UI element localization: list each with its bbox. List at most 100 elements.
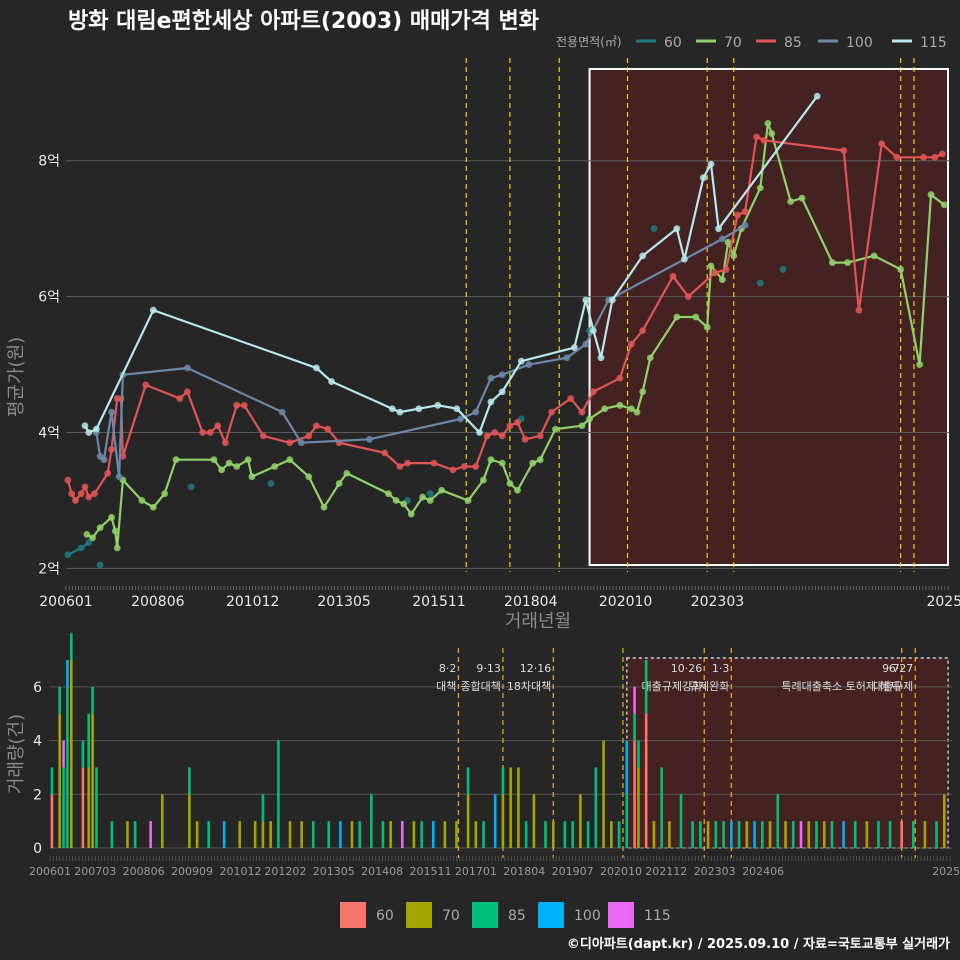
bar-85: [594, 767, 598, 848]
data-point: [396, 408, 404, 416]
bar-85: [722, 821, 725, 848]
data-point: [616, 374, 624, 382]
x-tick-label: 2025: [926, 594, 960, 610]
data-point: [396, 463, 404, 470]
series-line-100: [95, 224, 746, 477]
data-point: [844, 259, 851, 267]
data-point: [514, 486, 521, 494]
bar-70: [532, 794, 536, 848]
legend-label-70: 70: [724, 35, 742, 51]
y-axis-label: 거래량(건): [6, 714, 27, 794]
x-tick-label: 200601: [39, 594, 92, 610]
bar-70: [253, 821, 257, 848]
data-point: [916, 361, 924, 368]
bar-70: [865, 821, 869, 848]
data-point: [756, 184, 764, 192]
bar-85: [853, 821, 857, 848]
data-point: [639, 252, 647, 260]
data-point: [893, 153, 901, 161]
data-point: [633, 408, 641, 416]
data-point: [589, 388, 597, 396]
data-point: [259, 432, 267, 440]
data-point: [100, 456, 108, 464]
data-point: [225, 459, 233, 467]
bar-85: [617, 821, 621, 848]
x-tick-label: 201305: [313, 865, 355, 878]
data-point: [96, 524, 104, 532]
bar-70: [509, 767, 512, 848]
bar-70: [443, 821, 447, 848]
bar-100: [66, 660, 69, 687]
x-tick-label: 202406: [742, 865, 784, 878]
bar-70: [188, 794, 191, 848]
data-point: [267, 480, 275, 487]
data-point: [388, 405, 396, 413]
bar-70: [923, 821, 927, 848]
bar-70: [261, 821, 265, 848]
y-tick-label: 4: [33, 734, 42, 750]
data-point: [506, 480, 514, 487]
data-point: [586, 415, 593, 423]
bar-70: [389, 821, 392, 848]
highlight-box: [588, 67, 949, 567]
data-point: [149, 503, 157, 511]
bar-70: [87, 767, 91, 848]
data-point: [517, 357, 525, 365]
bar-85: [110, 821, 114, 848]
data-point: [161, 490, 169, 498]
bar-115: [633, 686, 636, 714]
data-point: [707, 160, 715, 168]
bar-85: [637, 740, 640, 768]
legend-label-115: 115: [920, 35, 947, 51]
data-point: [552, 425, 559, 433]
bar-85: [311, 821, 315, 848]
data-point: [715, 225, 722, 233]
bar-85: [563, 821, 567, 848]
x-tick-label: 202303: [691, 594, 744, 610]
data-point: [684, 293, 692, 301]
data-point: [718, 276, 726, 284]
data-point: [187, 483, 195, 491]
bar-85: [358, 821, 361, 848]
data-point: [77, 544, 85, 552]
bar-70: [517, 767, 520, 848]
policy-label: 규제완화: [689, 680, 729, 693]
data-point: [787, 198, 795, 205]
bar-70: [551, 821, 555, 848]
data-point: [96, 561, 104, 569]
bar-100: [339, 821, 342, 848]
bar-70: [160, 794, 164, 848]
data-point: [240, 401, 248, 409]
data-point: [278, 408, 286, 416]
data-point: [487, 456, 495, 464]
bar-85: [524, 821, 528, 848]
bar-85: [888, 821, 892, 848]
data-point: [449, 466, 457, 474]
bar-85: [501, 767, 505, 795]
bar-85: [571, 821, 574, 848]
data-point: [855, 306, 863, 314]
data-point: [286, 456, 294, 464]
x-tick-label: 200806: [123, 865, 165, 878]
data-point: [184, 364, 191, 372]
data-point: [724, 238, 732, 246]
data-point: [813, 92, 821, 100]
data-point: [438, 486, 446, 494]
data-point: [597, 354, 605, 362]
data-point: [68, 490, 76, 498]
data-point: [920, 153, 927, 161]
data-point: [430, 459, 438, 467]
data-point: [460, 463, 468, 470]
x-tick-label: 200601: [29, 865, 71, 878]
policy-date: 1·3: [712, 662, 730, 675]
data-point: [400, 500, 408, 508]
data-point: [115, 473, 123, 481]
data-point: [779, 266, 787, 273]
policy-date: 10·26: [671, 662, 703, 675]
bar-60: [81, 767, 85, 848]
legend-label-60: 60: [376, 908, 394, 924]
data-point: [506, 422, 514, 430]
data-point: [434, 401, 442, 409]
data-point: [248, 473, 256, 481]
data-point: [931, 153, 939, 161]
